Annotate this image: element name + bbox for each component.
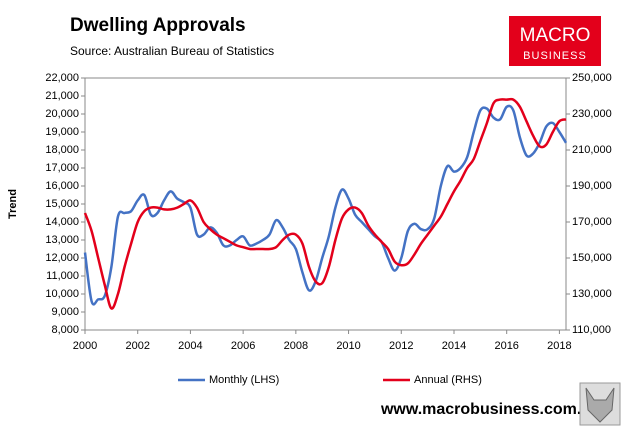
x-tick-label: 2002 [125,340,149,352]
y-tick-label: 13,000 [45,234,79,246]
y-tick-label: 20,000 [45,108,79,120]
logo-text: BUSINESS [523,50,587,62]
logo-text: MACRO [520,25,591,46]
y-tick-label: 14,000 [45,216,79,228]
x-tick-label: 2006 [231,340,255,352]
y-tick-label: 15,000 [45,198,79,210]
series-line [83,104,568,306]
y-tick-label: 12,000 [45,252,79,264]
x-tick-label: 2018 [547,340,571,352]
y2-tick-label: 190,000 [572,180,612,192]
y-tick-label: 22,000 [45,72,79,84]
series-line [83,97,567,310]
y2-tick-label: 150,000 [572,252,612,264]
x-tick-label: 2014 [442,340,466,352]
y-tick-label: 16,000 [45,180,79,192]
y-tick-label: 9,000 [51,306,79,318]
y-tick-label: 21,000 [45,90,79,102]
footer-url: www.macrobusiness.com.au [380,401,600,418]
logo-box [509,16,601,66]
y-tick-label: 8,000 [51,324,79,336]
x-tick-label: 2016 [494,340,518,352]
y2-tick-label: 250,000 [572,72,612,84]
y-tick-label: 17,000 [45,162,79,174]
legend-label: Monthly (LHS) [209,374,279,386]
x-tick-label: 2012 [389,340,413,352]
y-tick-label: 19,000 [45,126,79,138]
y2-tick-label: 210,000 [572,144,612,156]
y2-tick-label: 170,000 [572,216,612,228]
y-tick-label: 18,000 [45,144,79,156]
x-tick-label: 2004 [178,340,202,352]
x-tick-label: 2010 [336,340,360,352]
plot-frame [84,77,567,331]
legend-label: Annual (RHS) [414,374,482,386]
fox-icon [585,387,615,423]
y2-tick-label: 110,000 [572,324,611,336]
y2-tick-label: 230,000 [572,108,612,120]
x-tick-label: 2008 [284,340,308,352]
chart-subtitle: Source: Australian Bureau of Statistics [70,44,274,58]
y2-tick-label: 130,000 [572,288,612,300]
x-tick-label: 2000 [73,340,97,352]
y-tick-label: 11,000 [46,270,79,282]
y-tick-label: 10,000 [45,288,79,300]
chart-title: Dwelling Approvals [70,15,246,36]
y-axis-label: Trend [7,189,19,219]
